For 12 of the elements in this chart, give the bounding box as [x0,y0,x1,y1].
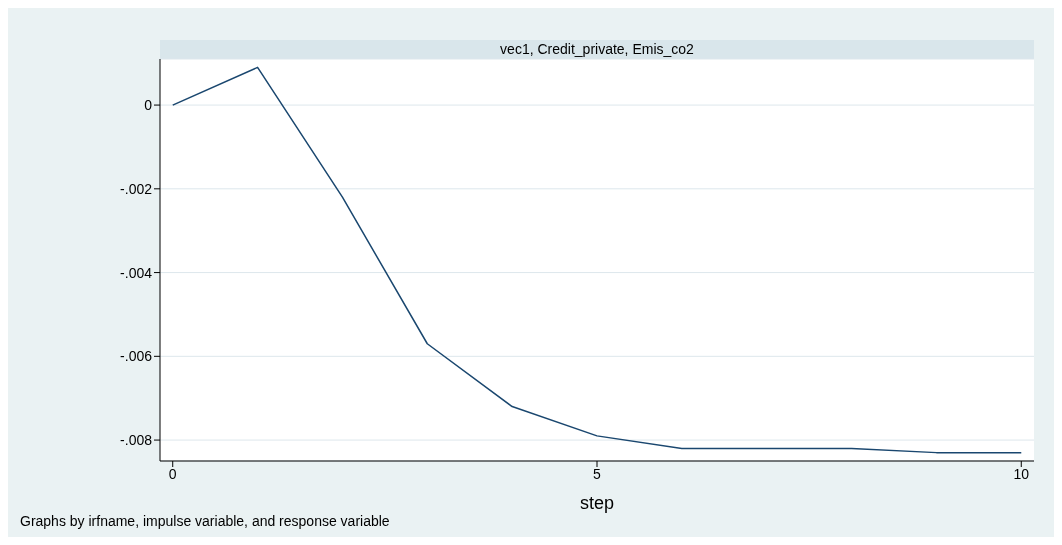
x-tick-label: 5 [593,465,602,482]
x-axis-title: step [579,493,615,513]
line-series [171,66,1023,454]
y-tick-label: -.004 [120,264,153,281]
x-tick-label: 10 [1013,465,1030,482]
text: Graphs by irfname, impulse variable, and response variable [20,513,390,529]
y-tick-label: -.006 [120,348,153,365]
y-tick-label: -.008 [120,432,153,449]
chart-title: vec1, Credit_private, Emis_co2 [160,40,1034,59]
y-tick-label: 0 [144,97,153,114]
x-tick-label: 0 [168,465,177,482]
y-tick-label: -.002 [120,180,153,197]
